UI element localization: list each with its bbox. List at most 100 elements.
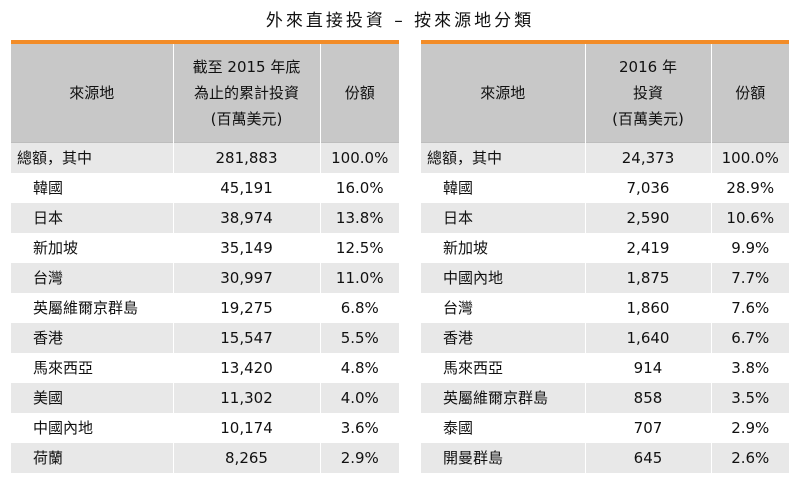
table-row: 馬來西亞 914 3.8% — [421, 353, 789, 383]
share-cell: 3.6% — [319, 413, 399, 443]
source-cell: 台灣 — [421, 293, 585, 323]
amount-cell: 24,373 — [584, 142, 711, 173]
table-row: 馬來西亞 13,420 4.8% — [11, 353, 399, 383]
amount-cell: 914 — [584, 353, 711, 383]
share-cell: 100.0% — [710, 142, 789, 173]
fdi-cumulative-table: 來源地 截至 2015 年底 為止的累計投資 (百萬美元) 份額 總額，其中 28… — [11, 40, 399, 473]
amount-cell: 2,590 — [584, 203, 711, 233]
source-cell: 日本 — [421, 203, 585, 233]
amount-cell: 11,302 — [172, 383, 320, 413]
table-row: 新加坡 35,149 12.5% — [11, 233, 399, 263]
page-title: 外來直接投資 – 按來源地分類 — [265, 11, 535, 31]
header-amount-line: 為止的累計投資 — [193, 83, 299, 102]
source-cell: 韓國 — [421, 173, 585, 203]
table-row: 台灣 1,860 7.6% — [421, 293, 789, 323]
amount-cell: 1,875 — [584, 263, 711, 293]
amount-cell: 2,419 — [584, 233, 711, 263]
header-source: 來源地 — [421, 44, 585, 143]
source-cell: 中國內地 — [421, 263, 585, 293]
table-row: 日本 38,974 13.8% — [11, 203, 399, 233]
table-row: 泰國 707 2.9% — [421, 413, 789, 443]
share-cell: 28.9% — [710, 173, 789, 203]
table-row: 英屬維爾京群島 19,275 6.8% — [11, 293, 399, 323]
table-row: 韓國 45,191 16.0% — [11, 173, 399, 203]
share-cell: 7.6% — [710, 293, 789, 323]
share-cell: 4.0% — [319, 383, 399, 413]
table-row: 美國 11,302 4.0% — [11, 383, 399, 413]
amount-cell: 15,547 — [172, 323, 320, 353]
header-amount-line: 2016 年 — [619, 57, 677, 76]
share-cell: 13.8% — [319, 203, 399, 233]
source-cell: 日本 — [11, 203, 173, 233]
share-cell: 16.0% — [319, 173, 399, 203]
source-cell: 新加坡 — [421, 233, 585, 263]
source-cell: 美國 — [11, 383, 173, 413]
amount-cell: 10,174 — [172, 413, 320, 443]
source-cell: 中國內地 — [11, 413, 173, 443]
share-cell: 4.8% — [319, 353, 399, 383]
table-row-total: 總額，其中 24,373 100.0% — [421, 142, 789, 173]
fdi-2016-table: 來源地 2016 年 投資 (百萬美元) 份額 總額，其中 24,373 100.0… — [421, 40, 789, 473]
header-amount: 截至 2015 年底 為止的累計投資 (百萬美元) — [172, 44, 320, 143]
table-header-row: 來源地 截至 2015 年底 為止的累計投資 (百萬美元) 份額 — [11, 44, 399, 143]
amount-cell: 38,974 — [172, 203, 320, 233]
amount-cell: 7,036 — [584, 173, 711, 203]
accent-bar — [11, 40, 399, 44]
amount-cell: 1,860 — [584, 293, 711, 323]
share-cell: 11.0% — [319, 263, 399, 293]
table-row: 新加坡 2,419 9.9% — [421, 233, 789, 263]
amount-cell: 19,275 — [172, 293, 320, 323]
table-header-row: 來源地 2016 年 投資 (百萬美元) 份額 — [421, 44, 789, 143]
share-cell: 6.8% — [319, 293, 399, 323]
table-row: 英屬維爾京群島 858 3.5% — [421, 383, 789, 413]
header-amount: 2016 年 投資 (百萬美元) — [584, 44, 711, 143]
header-amount-line: 截至 2015 年底 — [192, 57, 301, 76]
accent-bar — [421, 40, 789, 44]
share-cell: 3.8% — [710, 353, 789, 383]
amount-cell: 707 — [584, 413, 711, 443]
amount-cell: 281,883 — [172, 142, 320, 173]
header-source: 來源地 — [11, 44, 173, 143]
share-cell: 100.0% — [319, 142, 399, 173]
table-row: 開曼群島 645 2.6% — [421, 443, 789, 473]
header-amount-line: (百萬美元) — [210, 110, 283, 129]
share-cell: 9.9% — [710, 233, 789, 263]
header-amount-line: 投資 — [632, 83, 663, 102]
source-cell: 荷蘭 — [11, 443, 173, 473]
table-row: 中國內地 10,174 3.6% — [11, 413, 399, 443]
share-cell: 10.6% — [710, 203, 789, 233]
amount-cell: 30,997 — [172, 263, 320, 293]
table-row: 台灣 30,997 11.0% — [11, 263, 399, 293]
share-cell: 2.9% — [710, 413, 789, 443]
header-share: 份額 — [319, 44, 399, 143]
source-cell: 泰國 — [421, 413, 585, 443]
share-cell: 2.6% — [710, 443, 789, 473]
amount-cell: 13,420 — [172, 353, 320, 383]
table-row: 香港 1,640 6.7% — [421, 323, 789, 353]
source-cell: 英屬維爾京群島 — [11, 293, 173, 323]
amount-cell: 645 — [584, 443, 711, 473]
source-cell: 馬來西亞 — [421, 353, 585, 383]
source-cell: 香港 — [421, 323, 585, 353]
amount-cell: 45,191 — [172, 173, 320, 203]
source-cell: 台灣 — [11, 263, 173, 293]
share-cell: 7.7% — [710, 263, 789, 293]
table-row: 荷蘭 8,265 2.9% — [11, 443, 399, 473]
share-cell: 12.5% — [319, 233, 399, 263]
amount-cell: 8,265 — [172, 443, 320, 473]
source-cell: 英屬維爾京群島 — [421, 383, 585, 413]
share-cell: 5.5% — [319, 323, 399, 353]
source-cell: 馬來西亞 — [11, 353, 173, 383]
source-cell: 韓國 — [11, 173, 173, 203]
table-row-total: 總額，其中 281,883 100.0% — [11, 142, 399, 173]
source-cell: 總額，其中 — [11, 142, 173, 173]
table-row: 韓國 7,036 28.9% — [421, 173, 789, 203]
source-cell: 開曼群島 — [421, 443, 585, 473]
source-cell: 新加坡 — [11, 233, 173, 263]
share-cell: 6.7% — [710, 323, 789, 353]
amount-cell: 858 — [584, 383, 711, 413]
share-cell: 2.9% — [319, 443, 399, 473]
table-row: 中國內地 1,875 7.7% — [421, 263, 789, 293]
header-share: 份額 — [710, 44, 789, 143]
table-row: 日本 2,590 10.6% — [421, 203, 789, 233]
